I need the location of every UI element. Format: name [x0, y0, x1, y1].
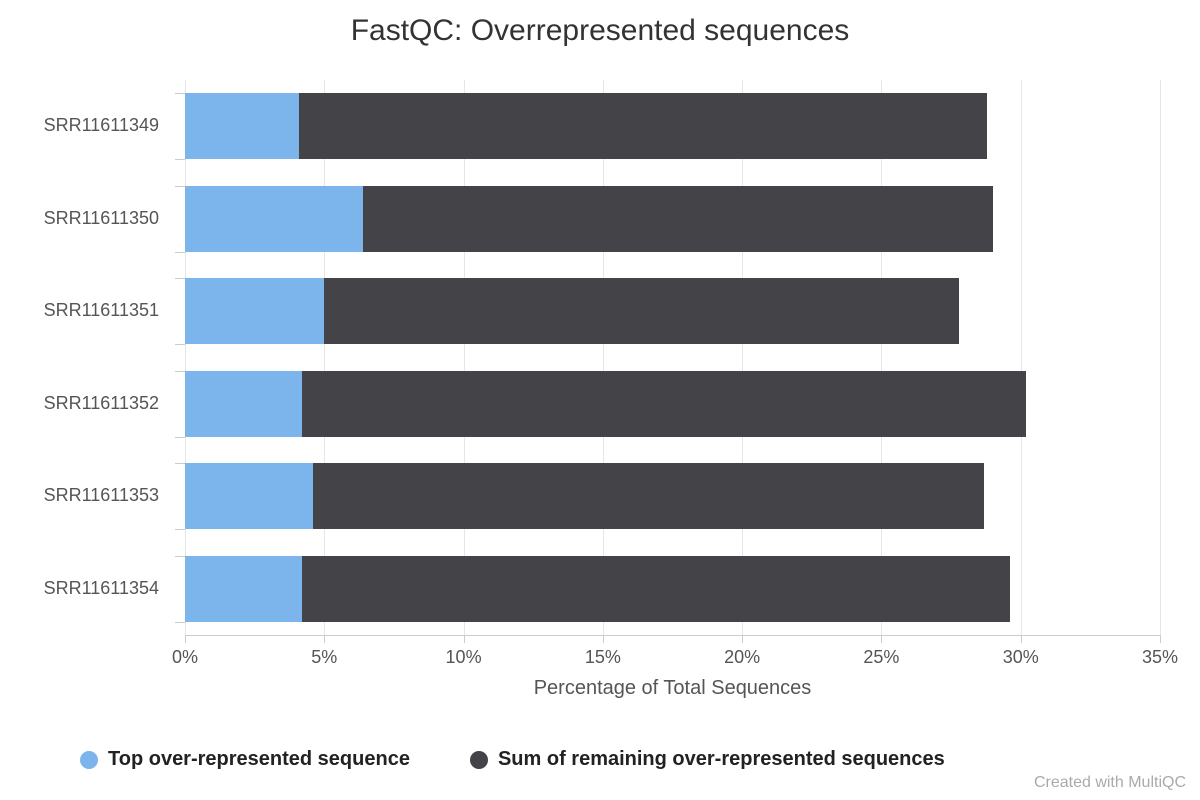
x-tick — [324, 635, 325, 643]
gridline — [185, 80, 186, 635]
y-tick-stub — [175, 159, 185, 160]
gridline — [1160, 80, 1161, 635]
y-tick-stub — [175, 463, 185, 464]
y-tick-stub — [175, 252, 185, 253]
x-tick-label: 25% — [863, 647, 899, 668]
x-tick — [603, 635, 604, 643]
legend-label-1: Top over-represented sequence — [108, 748, 410, 771]
y-tick-stub — [175, 344, 185, 345]
y-tick-stub — [175, 556, 185, 557]
bar-segment-remaining — [363, 186, 993, 252]
gridline — [1021, 80, 1022, 635]
y-category-label: SRR11611352 — [0, 393, 167, 414]
x-tick — [1021, 635, 1022, 643]
x-tick — [881, 635, 882, 643]
bar-segment-top-seq — [185, 186, 363, 252]
x-tick-label: 10% — [446, 647, 482, 668]
x-tick-label: 30% — [1003, 647, 1039, 668]
x-tick-label: 20% — [724, 647, 760, 668]
bar-segment-remaining — [324, 278, 959, 344]
y-category-label: SRR11611353 — [0, 485, 167, 506]
credit-text: Created with MultiQC — [1034, 774, 1186, 792]
bar-segment-top-seq — [185, 278, 324, 344]
gridline — [742, 80, 743, 635]
y-category-label: SRR11611350 — [0, 208, 167, 229]
x-tick-label: 5% — [311, 647, 337, 668]
y-category-label: SRR11611351 — [0, 300, 167, 321]
y-tick-stub — [175, 186, 185, 187]
bar-segment-remaining — [313, 463, 984, 529]
y-tick-stub — [175, 278, 185, 279]
x-tick — [464, 635, 465, 643]
x-axis-label: Percentage of Total Sequences — [534, 677, 812, 700]
chart-container: FastQC: Overrepresented sequences SRR116… — [0, 0, 1200, 800]
bar-segment-top-seq — [185, 371, 302, 437]
x-tick — [1160, 635, 1161, 643]
gridline — [603, 80, 604, 635]
legend-swatch-1 — [80, 751, 98, 769]
y-category-label: SRR11611354 — [0, 578, 167, 599]
y-category-label: SRR11611349 — [0, 115, 167, 136]
legend-item-top-seq: Top over-represented sequence — [80, 748, 410, 771]
bar-segment-top-seq — [185, 556, 302, 622]
bar-segment-remaining — [302, 556, 1010, 622]
legend-item-remaining: Sum of remaining over-represented sequen… — [470, 748, 945, 771]
chart-title: FastQC: Overrepresented sequences — [0, 0, 1200, 48]
y-tick-stub — [175, 437, 185, 438]
y-tick-stub — [175, 371, 185, 372]
bar-segment-remaining — [299, 93, 987, 159]
gridline — [881, 80, 882, 635]
y-tick-stub — [175, 622, 185, 623]
plot-area — [185, 80, 1160, 635]
x-tick-label: 15% — [585, 647, 621, 668]
x-tick — [742, 635, 743, 643]
gridline — [324, 80, 325, 635]
bar-segment-top-seq — [185, 463, 313, 529]
gridline — [464, 80, 465, 635]
bar-segment-remaining — [302, 371, 1026, 437]
legend-label-2: Sum of remaining over-represented sequen… — [498, 748, 945, 771]
y-tick-stub — [175, 529, 185, 530]
x-tick-label: 35% — [1142, 647, 1178, 668]
legend: Top over-represented sequence Sum of rem… — [80, 748, 945, 771]
x-tick — [185, 635, 186, 643]
y-tick-stub — [175, 93, 185, 94]
x-axis-line — [185, 635, 1160, 636]
bar-segment-top-seq — [185, 93, 299, 159]
x-tick-label: 0% — [172, 647, 198, 668]
legend-swatch-2 — [470, 751, 488, 769]
